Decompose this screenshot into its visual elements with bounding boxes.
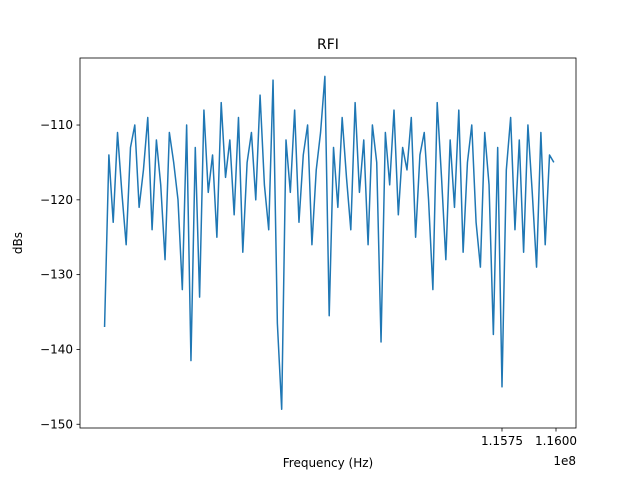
x-offset-text: 1e8 xyxy=(553,454,576,468)
x-tick-label: 1.1600 xyxy=(535,434,577,448)
chart-title: RFI xyxy=(317,37,339,53)
x-tick-label: 1.1575 xyxy=(481,434,523,448)
y-axis-label: dBs xyxy=(11,232,25,254)
y-tick-label: −130 xyxy=(40,268,73,282)
y-tick-label: −150 xyxy=(40,417,73,431)
x-axis-label: Frequency (Hz) xyxy=(283,456,374,470)
plot-frame xyxy=(79,57,577,429)
y-tick-label: −110 xyxy=(40,118,73,132)
y-tick-label: −140 xyxy=(40,342,73,356)
data-line xyxy=(103,75,555,411)
y-tick-label: −120 xyxy=(40,193,73,207)
